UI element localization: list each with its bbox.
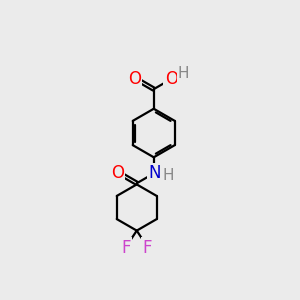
Text: O: O	[111, 164, 124, 182]
Text: F: F	[142, 239, 152, 257]
Text: H: H	[178, 66, 189, 81]
Text: F: F	[122, 239, 131, 257]
Text: O: O	[128, 70, 141, 88]
Text: N: N	[148, 164, 161, 182]
Text: O: O	[165, 70, 178, 88]
Text: H: H	[162, 168, 174, 183]
